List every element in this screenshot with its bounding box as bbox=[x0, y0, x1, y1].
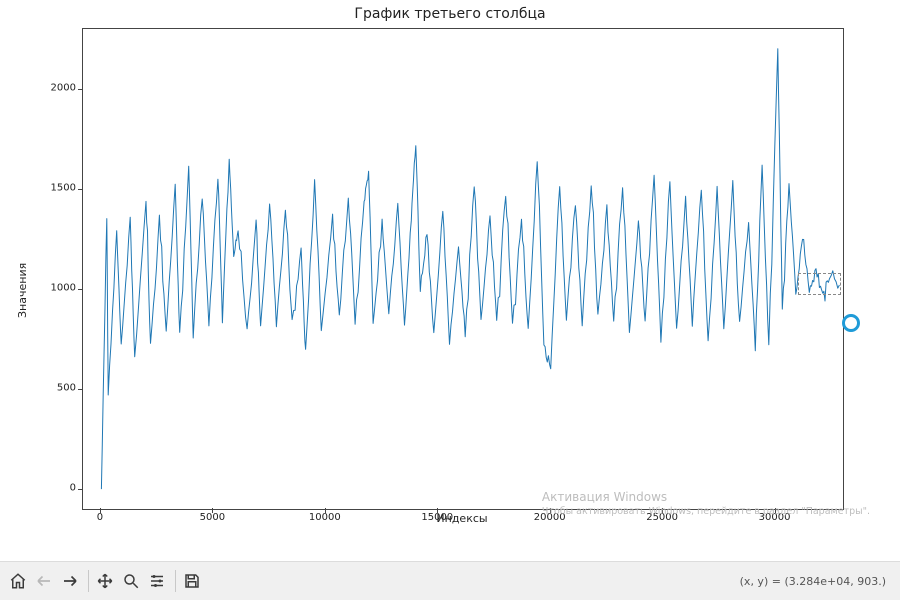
save-icon bbox=[183, 572, 201, 590]
back-button[interactable] bbox=[32, 569, 56, 593]
y-tick: 500 bbox=[36, 383, 76, 394]
y-axis-label: Значения bbox=[16, 28, 30, 508]
windows-activation-watermark: Активация Windows Чтобы активировать Win… bbox=[542, 490, 870, 518]
x-tick-labels: 050001000015000200002500030000 bbox=[82, 28, 842, 528]
sliders-icon bbox=[148, 572, 166, 590]
figure-area: График третьего столбца 0 500 1000 1500 2000… bbox=[0, 0, 900, 562]
y-tick: 0 bbox=[36, 483, 76, 494]
forward-icon bbox=[61, 572, 79, 590]
pan-button[interactable] bbox=[93, 569, 117, 593]
zoom-button[interactable] bbox=[119, 569, 143, 593]
coordinate-readout: (x, y) = (3.284e+04, 903.) bbox=[740, 575, 894, 588]
toolbar-separator bbox=[175, 570, 176, 592]
zoom-icon bbox=[122, 572, 140, 590]
y-tick: 2000 bbox=[36, 83, 76, 94]
home-button[interactable] bbox=[6, 569, 30, 593]
chart-title: График третьего столбца bbox=[0, 6, 900, 22]
matplotlib-toolbar: (x, y) = (3.284e+04, 903.) bbox=[0, 561, 900, 600]
back-icon bbox=[35, 572, 53, 590]
cursor-ring-overlay bbox=[842, 314, 860, 332]
watermark-line-2: Чтобы активировать Windows, перейдите в … bbox=[542, 506, 870, 518]
configure-subplots-button[interactable] bbox=[145, 569, 169, 593]
pan-icon bbox=[96, 572, 114, 590]
forward-button[interactable] bbox=[58, 569, 82, 593]
toolbar-separator bbox=[88, 570, 89, 592]
y-tick: 1000 bbox=[36, 283, 76, 294]
save-button[interactable] bbox=[180, 569, 204, 593]
y-tick: 1500 bbox=[36, 183, 76, 194]
home-icon bbox=[9, 572, 27, 590]
y-tick-labels: 0 500 1000 1500 2000 bbox=[36, 28, 80, 508]
watermark-line-1: Активация Windows bbox=[542, 490, 870, 506]
